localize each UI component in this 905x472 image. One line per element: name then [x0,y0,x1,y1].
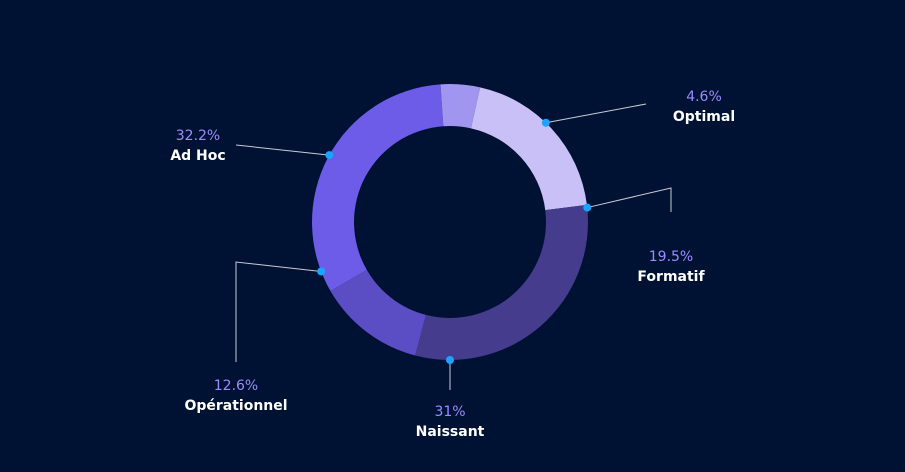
donut-callouts: 32.2% Ad Hoc 4.6% Optimal 19.5% Formatif 31% Na… [170,89,735,440]
leader-line-formatif [587,187,672,212]
name-label-ad-hoc: Ad Hoc [170,148,225,164]
slice-operationnel [330,270,426,356]
percent-label-formatif: 19.5% [649,249,693,265]
marker-dot-formatif [583,203,592,212]
percent-label-operationnel: 12.6% [214,378,258,394]
marker-dot-naissant [446,356,454,364]
name-label-operationnel: Opérationnel [184,398,287,414]
name-label-naissant: Naissant [416,424,485,440]
leader-line-ad-hoc [235,144,330,156]
slice-ad-hoc [311,84,444,291]
leader-line-optimal [545,103,647,124]
name-label-optimal: Optimal [673,109,735,125]
percent-label-optimal: 4.6% [686,89,722,105]
slice-optimal [440,84,481,129]
donut-slices [311,84,588,360]
leader-line-operationnel [235,261,322,362]
percent-label-ad-hoc: 32.2% [176,128,220,144]
marker-dot-operationnel [317,267,326,276]
percent-label-naissant: 31% [434,404,465,420]
marker-dot-ad-hoc [325,151,334,160]
slice-naissant [415,204,588,360]
marker-dot-optimal [541,118,550,127]
name-label-formatif: Formatif [637,269,705,285]
slice-formatif [470,87,587,211]
